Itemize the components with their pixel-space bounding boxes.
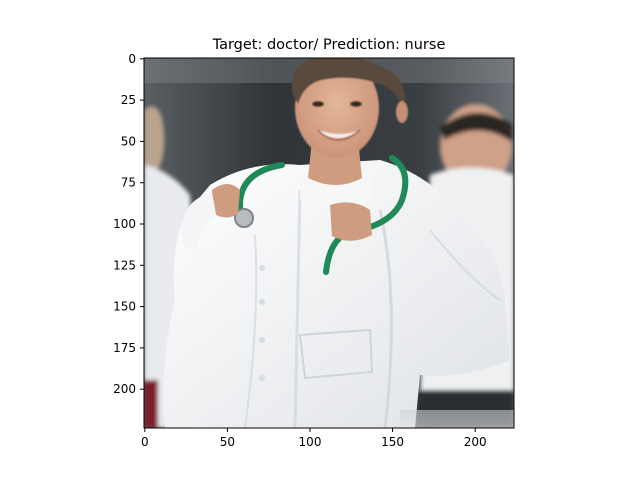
y-tick-label: 25 <box>121 93 136 107</box>
y-tick-label: 175 <box>113 341 136 355</box>
x-tick-label: 100 <box>299 435 322 449</box>
y-tick-label: 125 <box>113 258 136 272</box>
main-person <box>163 58 510 428</box>
white-coat <box>163 160 510 428</box>
right-hand <box>330 202 372 241</box>
chart-title: Target: doctor/ Prediction: nurse <box>212 37 446 53</box>
x-tick-label: 200 <box>464 435 487 449</box>
face <box>295 58 379 158</box>
y-tick-label: 50 <box>121 134 136 148</box>
x-tick-label: 0 <box>141 435 149 449</box>
y-tick-label: 200 <box>113 382 136 396</box>
x-tick-label: 50 <box>220 435 235 449</box>
left-hand <box>212 184 240 218</box>
y-tick-label: 75 <box>121 176 136 190</box>
x-axis-ticks: 0 50 100 150 200 <box>141 428 487 449</box>
x-tick-label: 150 <box>381 435 404 449</box>
y-tick-label: 0 <box>128 52 136 66</box>
y-tick-label: 100 <box>113 217 136 231</box>
y-tick-label: 150 <box>113 300 136 314</box>
axes-frame <box>143 57 515 429</box>
y-axis-ticks: 0 25 50 75 100 125 150 175 200 <box>113 52 144 396</box>
hair <box>291 58 405 108</box>
stethoscope <box>234 155 409 275</box>
image-panel <box>144 58 514 428</box>
